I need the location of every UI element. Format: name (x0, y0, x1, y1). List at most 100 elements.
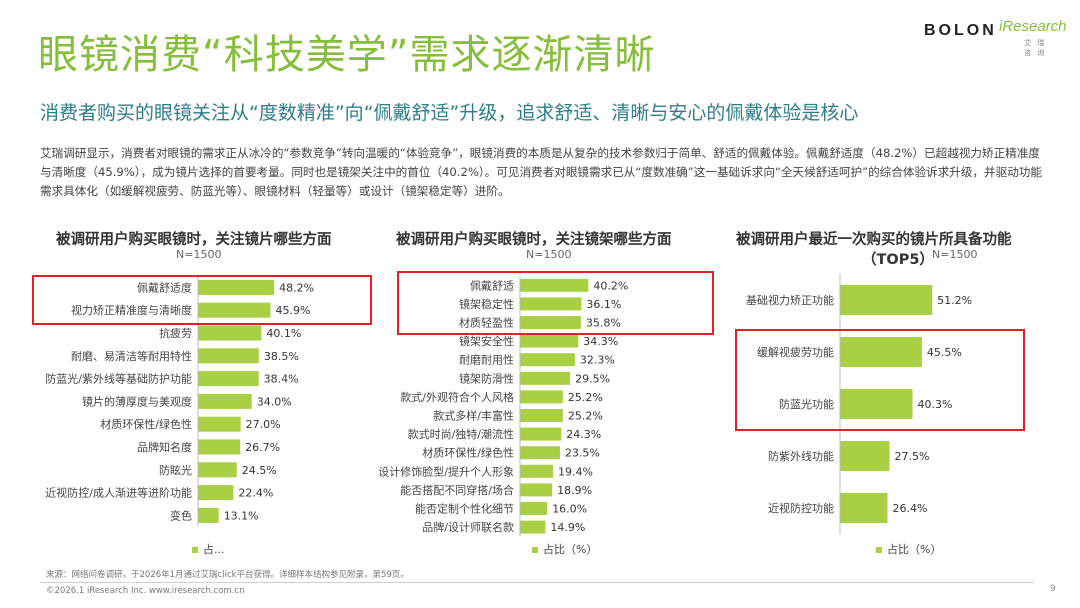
brand-logo: BOLON iResearch 艾 瑞 咨 询 (924, 16, 1067, 57)
data-label: 32.3% (580, 354, 615, 367)
data-label: 24.3% (566, 428, 601, 441)
category-label: 近视防控/成人渐进等进阶功能 (45, 486, 192, 500)
chart1-title: 被调研用户购买眼镜时，关注镜片哪些方面 (56, 232, 332, 248)
bar (198, 439, 241, 455)
data-label: 18.9% (557, 484, 592, 497)
page-number: 9 (1050, 584, 1056, 594)
bar (520, 353, 575, 367)
category-label: 镜架安全性 (459, 334, 514, 348)
category-label: 变色 (170, 508, 192, 522)
data-label: 25.2% (568, 410, 603, 423)
chart2-highlight-box (397, 271, 714, 335)
description-paragraph: 艾瑞调研显示，消费者对眼镜的需求正从冰冷的“参数竞争”转向温暖的“体验竞争”，眼… (40, 146, 1042, 198)
legend-swatch (876, 547, 882, 553)
data-label: 27.5% (895, 450, 930, 463)
bar (198, 371, 259, 387)
category-label: 耐磨、易清洁等耐用特性 (71, 349, 192, 363)
legend-swatch (532, 547, 538, 553)
bar (840, 389, 913, 419)
data-label: 29.5% (575, 372, 610, 385)
bar (520, 483, 553, 497)
legend-swatch (192, 547, 198, 553)
page-title: 眼镜消费“科技美学”需求逐渐清晰 (38, 32, 656, 78)
chart3-sample-size: N=1500 (932, 248, 978, 261)
category-label: 佩戴舒适度 (137, 280, 192, 294)
category-label: 材质环保性/绿色性 (100, 417, 192, 431)
data-label: 40.3% (918, 398, 953, 411)
category-label: 能否搭配不同穿搭/场合 (400, 483, 514, 497)
bar (198, 507, 219, 523)
bolon-logo: BOLON (924, 22, 997, 39)
data-label: 25.2% (568, 391, 603, 404)
bar (198, 416, 241, 432)
bar (520, 446, 560, 460)
chart3-legend: 占比（%） (876, 541, 941, 557)
category-label: 品牌知名度 (137, 440, 192, 454)
data-label: 34.3% (583, 335, 618, 348)
category-label: 防蓝光/紫外线等基础防护功能 (45, 372, 192, 386)
data-label: 34.0% (257, 395, 292, 408)
category-label: 基础视力矫正功能 (746, 293, 834, 307)
data-label: 27.0% (246, 418, 281, 431)
chart2-title: 被调研用户购买眼镜时，关注镜架哪些方面 (396, 232, 672, 248)
bar (520, 278, 589, 292)
data-label: 51.2% (937, 294, 972, 307)
category-label: 近视防控功能 (768, 501, 834, 515)
data-label: 38.4% (264, 373, 299, 386)
category-label: 材质轻盈性 (459, 316, 514, 330)
category-label: 镜片的薄厚度与美观度 (82, 394, 192, 408)
bar (520, 390, 563, 404)
iresearch-logo: iResearch (999, 18, 1067, 35)
category-label: 设计修饰脸型/提升个人形象 (378, 464, 514, 478)
category-label: 能否定制个性化细节 (415, 502, 514, 516)
category-label: 镜架稳定性 (459, 297, 514, 311)
data-label: 23.5% (565, 447, 600, 460)
bar (840, 493, 888, 523)
chart3-lens-functions: 基础视力矫正功能 51.2% 缓解视疲劳功能 45.5% 防蓝光功能 40.3% 防紫外线功… (746, 274, 972, 534)
chart2-frame-attention: 佩戴舒适 40.2% 镜架稳定性 36.1% 材质轻盈性 35.8% 镜架安全性 34.3% 耐… (378, 276, 628, 537)
data-label: 26.7% (245, 441, 280, 454)
data-label: 38.5% (264, 350, 299, 363)
bar (840, 337, 922, 367)
bar (520, 409, 563, 422)
category-label: 耐磨耐用性 (459, 353, 514, 367)
bar (520, 464, 553, 478)
iresearch-logo-subtext: 艾 瑞 咨 询 (1024, 39, 1047, 57)
category-label: 款式时尚/独特/潮流性 (408, 427, 514, 441)
category-label: 防紫外线功能 (768, 449, 834, 463)
data-label: 36.1% (586, 298, 621, 311)
data-label: 45.5% (927, 346, 962, 359)
data-label: 16.0% (552, 503, 587, 516)
data-label: 22.4% (238, 487, 273, 500)
category-label: 品牌/设计师联名款 (422, 520, 514, 534)
data-label: 26.4% (893, 502, 928, 515)
chart2-sample-size: N=1500 (526, 248, 572, 261)
bar (198, 348, 259, 364)
category-label: 视力矫正精准度与清晰度 (71, 303, 192, 317)
chart3-highlight-box (735, 329, 1025, 431)
data-label: 24.5% (242, 464, 277, 477)
bar (520, 520, 546, 534)
bar (198, 302, 271, 318)
data-label: 40.1% (266, 327, 301, 340)
bar (198, 393, 252, 409)
bar (840, 285, 933, 315)
category-label: 防蓝光功能 (779, 397, 834, 411)
data-label: 13.1% (224, 509, 259, 522)
bar (520, 371, 571, 385)
bar (198, 325, 262, 341)
bar (520, 502, 548, 515)
bar (198, 462, 237, 478)
category-label: 缓解视疲劳功能 (757, 345, 834, 359)
data-label: 45.9% (276, 304, 311, 317)
chart2-legend: 占比（%） (532, 541, 597, 557)
chart1-sample-size: N=1500 (176, 248, 222, 261)
source-note: 来源：网络问卷调研，于2026年1月通过艾瑞click平台获得。详细样本结构参见… (46, 570, 409, 580)
category-label: 款式/外观符合个人风格 (400, 390, 514, 404)
bar (520, 334, 579, 348)
category-label: 镜架防滑性 (459, 371, 514, 385)
category-label: 佩戴舒适 (470, 278, 514, 292)
bar (198, 485, 234, 501)
bar (520, 427, 562, 441)
chart3-title: 被调研用户最近一次购买的镜片所具备功能 (736, 232, 1012, 248)
